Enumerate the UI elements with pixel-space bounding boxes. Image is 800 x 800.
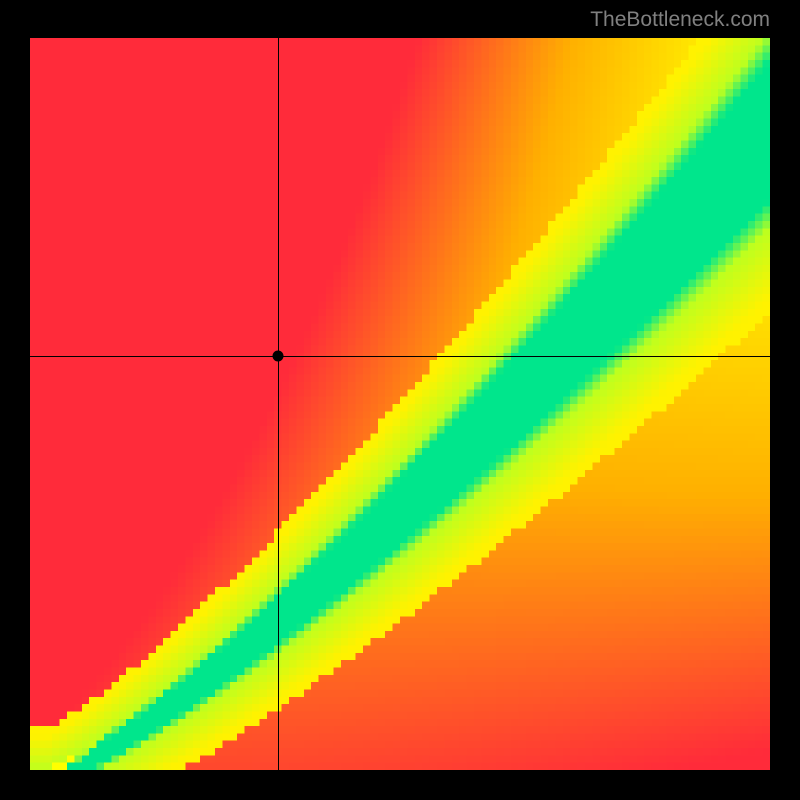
crosshair-vertical — [278, 38, 279, 770]
watermark-text: TheBottleneck.com — [590, 8, 770, 32]
heatmap-plot — [30, 38, 770, 770]
crosshair-horizontal — [30, 356, 770, 357]
heatmap-canvas — [30, 38, 770, 770]
data-point-marker — [272, 351, 283, 362]
